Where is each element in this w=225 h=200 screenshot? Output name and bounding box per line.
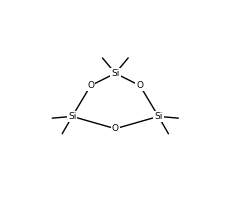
Text: Si: Si (111, 69, 119, 78)
Text: O: O (87, 81, 94, 90)
Text: O: O (136, 81, 144, 90)
Text: Si: Si (154, 112, 163, 121)
Text: O: O (112, 124, 119, 133)
Text: Si: Si (68, 112, 76, 121)
